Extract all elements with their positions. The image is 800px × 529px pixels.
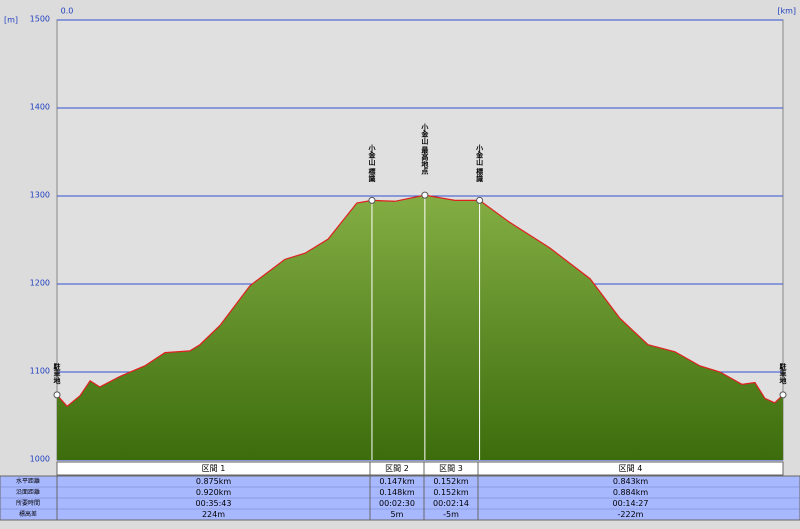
cell: 0.152km (433, 488, 469, 497)
waypoint (779, 391, 787, 399)
waypoint (53, 391, 61, 399)
cell: 0.148km (379, 488, 415, 497)
y-tick-label: 1500 (30, 15, 50, 24)
waypoint-label: 小金山 標識 (367, 144, 376, 183)
cell: 00:02:14 (433, 499, 469, 508)
cell: 00:02:30 (379, 499, 415, 508)
y-tick-label: 1300 (30, 191, 50, 200)
cell: 00:35:43 (196, 499, 232, 508)
row-label: 所要時間 (16, 499, 40, 507)
cell: 0.843km (613, 477, 649, 486)
y-unit: [m] (4, 16, 18, 25)
waypoint-label: 小金山 最高地点 (420, 122, 429, 175)
cell: -5m (443, 510, 459, 519)
cell: 0.147km (379, 477, 415, 486)
cell: 0.884km (613, 488, 649, 497)
waypoint (368, 196, 376, 204)
col-header: 区間 1 (202, 464, 226, 473)
waypoint-label: 小金山 標識 (475, 144, 484, 183)
cell: 00:14:27 (613, 499, 649, 508)
y-tick-label: 1400 (30, 103, 50, 112)
elevation-line (56, 194, 784, 408)
cell: 224m (202, 510, 225, 519)
table-header-bg (56, 461, 784, 476)
col-header: 区間 4 (619, 464, 643, 473)
waypoint-label: 駐車地 (779, 362, 787, 385)
y-tick-label: 1000 (30, 455, 50, 464)
cell: 0.875km (196, 477, 232, 486)
col-header: 区間 3 (439, 464, 463, 473)
y-tick-label: 1200 (30, 279, 50, 288)
cell: -222m (618, 510, 644, 519)
cell: 0.920km (196, 488, 232, 497)
row-label: 水平距離 (16, 477, 40, 485)
waypoint (476, 196, 484, 204)
x-tick-label: 0.0 (61, 7, 74, 16)
waypoint-label: 駐車地 (53, 362, 61, 385)
y-tick-label: 1100 (30, 367, 50, 376)
cell: 5m (391, 510, 404, 519)
col-header: 区間 2 (385, 464, 409, 473)
waypoint (421, 191, 429, 199)
row-label: 標高差 (19, 510, 37, 518)
cell: 0.152km (433, 477, 469, 486)
x-unit: [km] (777, 7, 796, 16)
elevation-area (57, 195, 783, 460)
row-label: 沿面距離 (16, 488, 40, 496)
